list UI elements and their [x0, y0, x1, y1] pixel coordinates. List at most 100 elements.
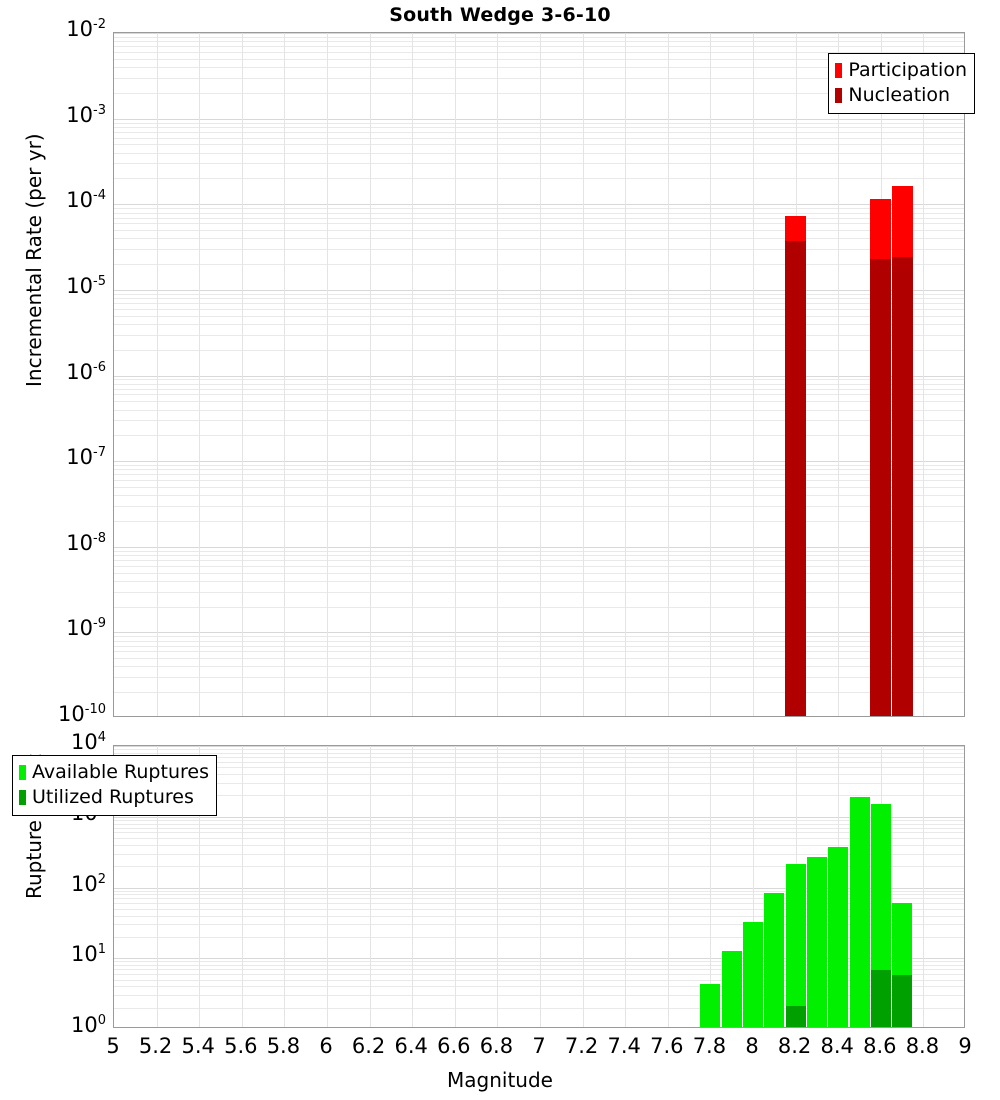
- gridline-minor: [114, 294, 964, 295]
- page-title: South Wedge 3-6-10: [389, 4, 611, 26]
- gridline-major: [114, 290, 964, 291]
- bar-utilized-ruptures: [892, 974, 912, 1027]
- gridline-vertical: [668, 33, 669, 716]
- x-tick-label: 8.2: [777, 1034, 812, 1058]
- gridline-minor: [114, 581, 964, 582]
- gridline-minor: [114, 916, 964, 917]
- gridline-minor: [114, 410, 964, 411]
- gridline-major: [114, 119, 964, 120]
- plot-area-top: [113, 32, 965, 717]
- gridline-minor: [114, 335, 964, 336]
- bar-available-ruptures: [743, 921, 763, 1027]
- gridline-minor: [114, 41, 964, 42]
- gridline-minor: [114, 521, 964, 522]
- gridline-minor: [114, 474, 964, 475]
- gridline-minor: [114, 230, 964, 231]
- y-tick-label-bottom: 102: [70, 871, 106, 896]
- x-tick-label: 7.4: [607, 1034, 641, 1058]
- gridline-minor: [114, 903, 964, 904]
- gridline-minor: [114, 795, 964, 796]
- x-tick-label: 8.4: [820, 1034, 854, 1058]
- gridline-minor: [114, 828, 964, 829]
- x-tick-label: 9: [958, 1034, 972, 1058]
- bar-available-ruptures: [828, 847, 848, 1027]
- bar: [892, 33, 913, 716]
- gridline-minor: [114, 866, 964, 867]
- gridline-minor: [114, 487, 964, 488]
- gridline-major: [114, 888, 964, 889]
- gridline-minor: [114, 163, 964, 164]
- gridline-minor: [114, 303, 964, 304]
- bar-available-ruptures: [807, 857, 827, 1027]
- gridline-major: [114, 746, 964, 747]
- gridline-minor: [114, 757, 964, 758]
- legend-item: Utilized Ruptures: [19, 785, 209, 810]
- gridline-minor: [114, 123, 964, 124]
- gridline-minor: [114, 78, 964, 79]
- gridline-minor: [114, 646, 964, 647]
- gridline-vertical: [923, 746, 924, 1027]
- y-tick-label-top: 10-2: [66, 17, 106, 41]
- gridline-minor: [114, 651, 964, 652]
- gridline-minor: [114, 52, 964, 53]
- gridline-minor: [114, 961, 964, 962]
- x-tick-label: 6.2: [351, 1034, 386, 1058]
- gridline-minor: [114, 37, 964, 38]
- y-tick-label-top: 10-9: [66, 616, 106, 641]
- gridline-vertical: [157, 746, 158, 1027]
- y-tick-label-top: 10-8: [66, 530, 106, 555]
- gridline-vertical: [284, 746, 285, 1027]
- gridline-minor: [114, 401, 964, 402]
- gridline-vertical: [753, 33, 754, 716]
- gridline-minor: [114, 573, 964, 574]
- gridline-vertical: [753, 746, 754, 1027]
- gridline-major: [114, 461, 964, 462]
- bar: [850, 746, 870, 1027]
- gridline-major: [114, 817, 964, 818]
- gridline-minor: [114, 1008, 964, 1009]
- gridline-minor: [114, 838, 964, 839]
- x-tick-label: 7.2: [564, 1034, 599, 1058]
- gridline-major: [114, 547, 964, 548]
- gridline-minor: [114, 59, 964, 60]
- y-tick-label-top: 10-3: [66, 102, 106, 127]
- legend-item-label: Participation: [848, 59, 967, 81]
- bar: [743, 746, 763, 1027]
- bar: [828, 746, 848, 1027]
- legend-item-label: Utilized Ruptures: [32, 786, 194, 808]
- gridline-vertical: [412, 746, 413, 1027]
- gridline-minor: [114, 753, 964, 754]
- bar: [700, 746, 720, 1027]
- gridline-vertical: [199, 33, 200, 716]
- bar: [785, 33, 806, 716]
- gridline-minor: [114, 144, 964, 145]
- gridline-minor: [114, 132, 964, 133]
- legend-swatch-icon: [835, 63, 843, 78]
- x-tick-label: 5.6: [224, 1034, 258, 1058]
- gridline-vertical: [540, 746, 541, 1027]
- gridline-minor: [114, 67, 964, 68]
- gridline-minor: [114, 974, 964, 975]
- bar-nucleation: [892, 256, 913, 716]
- y-tick-label-top: 10-7: [66, 445, 106, 470]
- y-tick-label-top: 10-6: [66, 359, 106, 384]
- x-tick-label: 6.6: [437, 1034, 471, 1058]
- x-tick-label: 8: [745, 1034, 759, 1058]
- gridline-minor: [114, 566, 964, 567]
- gridline-minor: [114, 783, 964, 784]
- plot-area-bottom: [113, 745, 965, 1028]
- gridline-minor: [114, 774, 964, 775]
- gridline-vertical: [242, 746, 243, 1027]
- gridline-minor: [114, 636, 964, 637]
- gridline-minor: [114, 692, 964, 693]
- gridline-minor: [114, 495, 964, 496]
- bar: [764, 746, 784, 1027]
- gridline-minor: [114, 46, 964, 47]
- gridline-minor: [114, 138, 964, 139]
- gridline-vertical: [370, 33, 371, 716]
- gridline-vertical: [284, 33, 285, 716]
- gridline-minor: [114, 832, 964, 833]
- gridline-minor: [114, 898, 964, 899]
- gridline-vertical: [710, 746, 711, 1027]
